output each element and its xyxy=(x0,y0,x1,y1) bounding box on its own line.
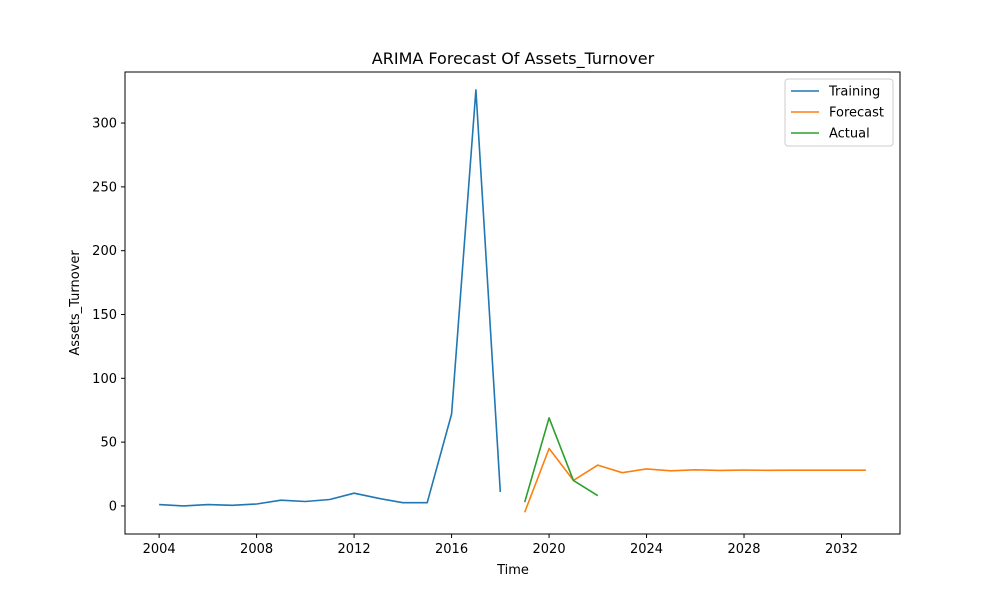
y-tick-label: 250 xyxy=(92,180,117,195)
legend-label-training: Training xyxy=(828,85,880,100)
y-tick-label: 0 xyxy=(109,499,117,514)
series-line-forecast xyxy=(523,447,866,513)
y-tick-label: 200 xyxy=(92,244,117,259)
legend: Training Forecast Actual xyxy=(784,78,894,147)
x-tick-label: 2008 xyxy=(240,542,273,557)
x-tick-label: 2012 xyxy=(338,542,371,557)
legend-label-forecast: Forecast xyxy=(829,106,884,121)
y-tick-label: 300 xyxy=(92,117,117,132)
x-tick-label: 2016 xyxy=(435,542,468,557)
x-tick-label: 2004 xyxy=(143,542,176,557)
y-axis-label: Assets_Turnover xyxy=(68,250,83,356)
series-line-training xyxy=(159,89,502,507)
x-tick-label: 2024 xyxy=(630,542,663,557)
x-axis: 2004 2008 2012 2016 2020 2024 2028 2032 xyxy=(143,534,858,557)
y-tick-label: 50 xyxy=(100,436,117,451)
plot-area xyxy=(159,89,866,513)
x-axis-label: Time xyxy=(496,563,529,578)
y-axis: 0 50 100 150 200 250 300 xyxy=(92,117,125,514)
legend-label-actual: Actual xyxy=(829,127,870,142)
x-tick-label: 2032 xyxy=(825,542,858,557)
x-tick-label: 2020 xyxy=(533,542,566,557)
y-tick-label: 100 xyxy=(92,372,117,387)
y-tick-label: 150 xyxy=(92,308,117,323)
legend-box xyxy=(784,78,894,147)
chart-title: ARIMA Forecast Of Assets_Turnover xyxy=(372,49,655,69)
series-line-actual xyxy=(523,417,599,503)
x-tick-label: 2028 xyxy=(727,542,760,557)
plot-frame xyxy=(124,71,901,535)
